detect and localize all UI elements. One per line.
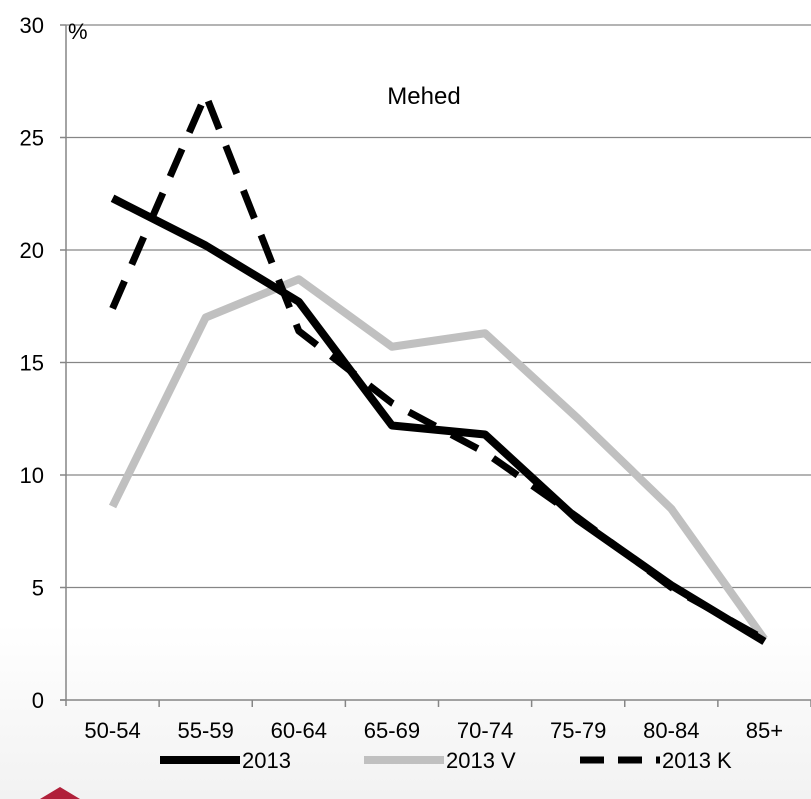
x-tick-label: 75-79 bbox=[550, 718, 606, 743]
y-tick-label: 5 bbox=[32, 576, 44, 601]
x-tick-label: 55-59 bbox=[178, 718, 234, 743]
x-tick-label: 70-74 bbox=[457, 718, 513, 743]
x-tick-label: 85+ bbox=[746, 718, 783, 743]
x-tick-label: 50-54 bbox=[84, 718, 140, 743]
legend-label: 2013 K bbox=[662, 748, 732, 773]
legend: 2013 2013 V 2013 K bbox=[160, 748, 732, 773]
chart-title: Mehed bbox=[387, 83, 460, 110]
x-tick-labels: 50-54 55-59 60-64 65-69 70-74 75-79 80-84 85+ bbox=[84, 718, 783, 743]
y-tick-label: 10 bbox=[20, 463, 44, 488]
x-tick-label: 60-64 bbox=[271, 718, 327, 743]
y-tick-label: 20 bbox=[20, 238, 44, 263]
y-tick-label: 15 bbox=[20, 351, 44, 376]
y-tick-label: 25 bbox=[20, 126, 44, 151]
series-line-2013-k bbox=[109, 91, 767, 643]
y-tick-label: 30 bbox=[20, 13, 44, 38]
y-tick-labels: 0 5 10 15 20 25 30 bbox=[20, 13, 44, 713]
series-line-2013-v bbox=[108, 275, 768, 642]
red-house-logo-icon bbox=[40, 787, 80, 799]
gridlines bbox=[66, 24, 811, 589]
axes bbox=[60, 24, 811, 707]
y-tick-label: 0 bbox=[32, 688, 44, 713]
y-axis-unit-label: % bbox=[68, 19, 88, 44]
legend-label: 2013 V bbox=[446, 748, 516, 773]
series-line-2013 bbox=[110, 194, 767, 645]
series-lines bbox=[108, 91, 768, 645]
x-tick-label: 80-84 bbox=[643, 718, 699, 743]
legend-label: 2013 bbox=[242, 748, 291, 773]
x-tick-label: 65-69 bbox=[364, 718, 420, 743]
